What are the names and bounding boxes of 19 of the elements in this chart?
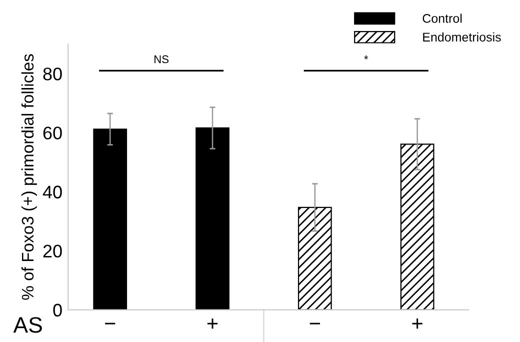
x-tick-label: − (105, 322, 116, 324)
x-tick-label: + (207, 318, 218, 329)
bar (196, 127, 230, 310)
annotation: NS (154, 55, 169, 64)
bar (400, 144, 434, 310)
bar (93, 128, 128, 310)
x-axis-title: AS (13, 317, 42, 333)
y-tick-label: 20 (43, 244, 62, 258)
y-tick-label: 40 (42, 186, 62, 198)
y-axis-title: % of Foxo3 (+) primordial follicles (21, 54, 37, 300)
legend-label: Control (422, 14, 462, 23)
y-tick-label: 0 (53, 304, 62, 317)
y-tick-label: 60 (43, 126, 62, 140)
x-tick-label: + (412, 318, 422, 329)
annotation: * (364, 55, 368, 60)
y-tick-label: 80 (43, 68, 62, 80)
x-tick-label: − (310, 322, 320, 324)
legend-label: Endometriosis (423, 32, 501, 42)
bar (298, 206, 332, 310)
